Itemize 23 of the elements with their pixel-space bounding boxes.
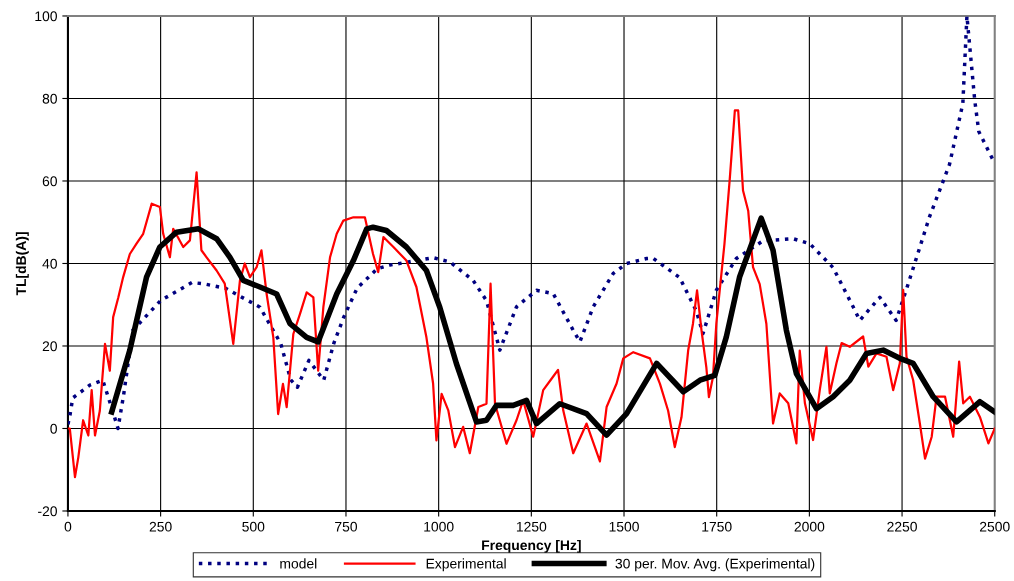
x-tick-label: 750 [335, 521, 358, 532]
x-axis-title: Frequency [Hz] [482, 539, 581, 553]
x-tick-label: 0 [64, 521, 72, 532]
x-tick-label: 2000 [794, 521, 825, 532]
x-tick-label: 2250 [887, 521, 917, 532]
y-tick-label: 60 [42, 176, 57, 187]
x-tick-label: 1000 [424, 521, 454, 532]
y-tick-label: 0 [50, 423, 57, 434]
x-tick-label: 250 [149, 521, 172, 532]
y-tick-label: 20 [42, 341, 57, 352]
legend-label: Experimental [426, 558, 506, 572]
y-tick-label: -20 [38, 506, 57, 517]
x-tick-label: 1500 [609, 521, 639, 532]
y-tick-label: 80 [42, 93, 57, 104]
text: 30 per. Mov. Avg. (Experimental) [615, 558, 815, 572]
y-axis-title: TL[dB(A)] [15, 232, 29, 296]
x-tick-label: 1250 [516, 521, 547, 532]
y-tick-label: 40 [42, 258, 57, 269]
x-tick-label: 1750 [702, 521, 732, 532]
legend-label: model [280, 558, 317, 569]
x-tick-label: 500 [242, 521, 265, 532]
y-tick-label: 100 [35, 11, 57, 22]
x-tick-label: 2500 [979, 521, 1010, 532]
